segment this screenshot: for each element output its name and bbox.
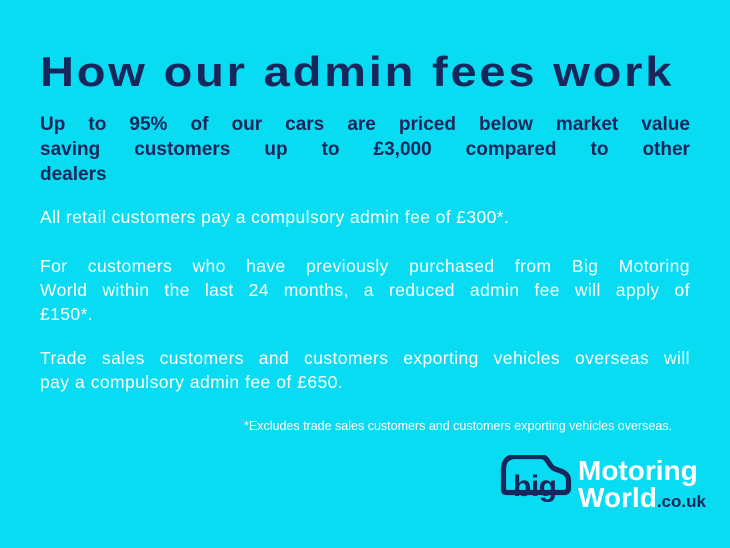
svg-text:big: big <box>513 470 557 503</box>
